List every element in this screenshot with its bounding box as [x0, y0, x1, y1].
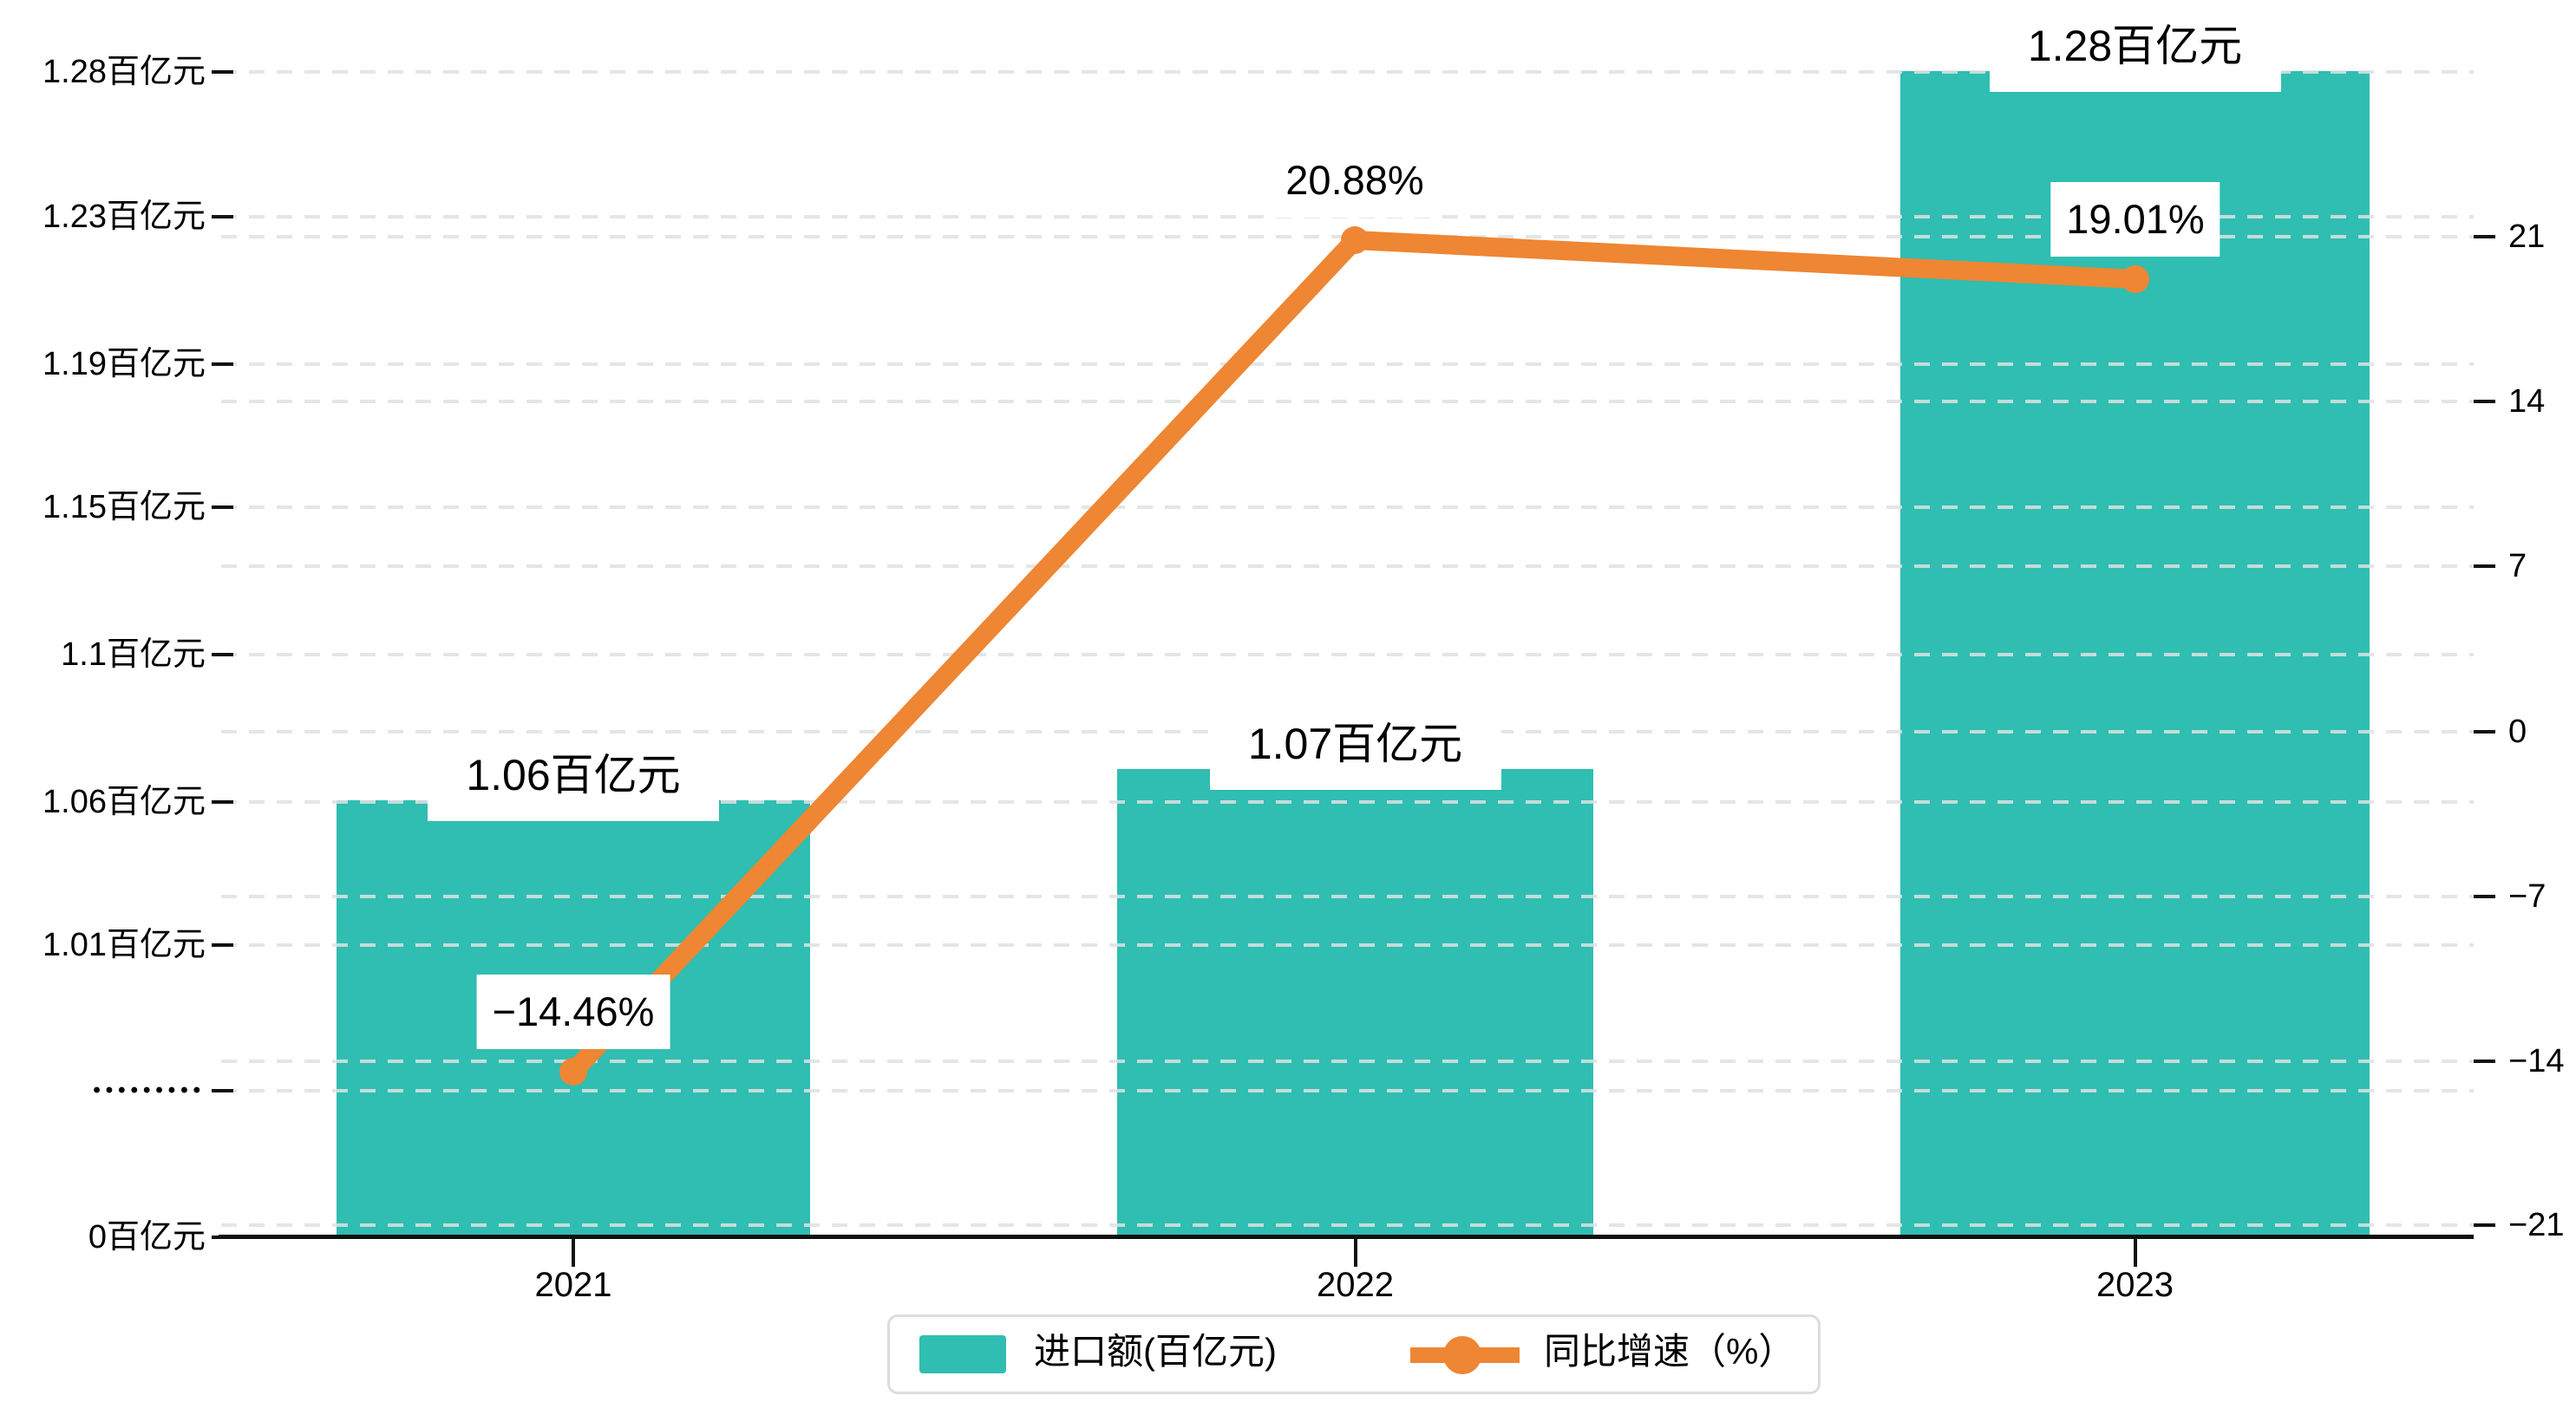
gridline [221, 1223, 2474, 1227]
x-axis-tick-2021 [572, 1237, 575, 1267]
right-axis-tick-label: −7 [2508, 878, 2547, 915]
x-axis-label-2022: 2022 [1317, 1266, 1394, 1304]
gridline [221, 400, 2474, 403]
x-axis-label-2023: 2023 [2096, 1266, 2174, 1304]
line-value-label: −14.46% [476, 975, 670, 1049]
right-axis-tick-label: 14 [2508, 383, 2546, 420]
left-axis-tick [212, 1089, 233, 1092]
gridline [221, 800, 2474, 804]
right-axis-tick-label: −21 [2508, 1207, 2565, 1243]
right-axis-tick [2474, 235, 2495, 238]
left-axis-tick [212, 505, 233, 509]
right-axis-tick [2474, 400, 2495, 403]
gridline [221, 362, 2474, 366]
yoy-growth-point-2021[interactable] [559, 1058, 587, 1086]
left-axis-tick [212, 362, 233, 366]
left-axis-tick-label: 1.1百亿元 [61, 636, 206, 673]
left-axis-tick [212, 1236, 233, 1239]
gridline [221, 505, 2474, 509]
right-axis-tick [2474, 1060, 2495, 1063]
right-axis-tick-label: −14 [2508, 1043, 2565, 1079]
right-axis-tick-label: 7 [2508, 548, 2527, 584]
bar-value-label: 1.28百亿元 [1989, 19, 2281, 92]
left-axis-tick-label: 1.19百亿元 [42, 346, 206, 382]
right-axis-tick-label: 21 [2508, 218, 2546, 255]
gridline [221, 564, 2474, 568]
legend: 进口额(百亿元) 同比增速（%） [887, 1314, 1821, 1394]
left-axis-tick [212, 70, 233, 74]
legend-bar-swatch-icon [919, 1335, 1006, 1373]
bar-value-label-text: 1.07百亿元 [1247, 720, 1463, 768]
gridline [221, 70, 2474, 74]
yoy-growth-point-2023[interactable] [2122, 265, 2149, 293]
bar-value-label-text: 1.28百亿元 [2027, 22, 2243, 70]
gridline [221, 943, 2474, 947]
left-axis-tick [212, 943, 233, 947]
left-axis-tick [212, 215, 233, 218]
left-axis-break-dots: ••••••••• [93, 1079, 206, 1102]
line-value-label: 19.01% [2050, 182, 2220, 257]
gridline [221, 1060, 2474, 1063]
import-amount-bar-2022[interactable] [1117, 769, 1593, 1235]
left-axis-tick-label: 1.01百亿元 [42, 927, 206, 963]
yoy-growth-point-2022[interactable] [1341, 226, 1369, 254]
left-axis-tick [212, 653, 233, 656]
legend-line-dot-icon [1443, 1336, 1481, 1374]
legend-label-import-amount: 进口额(百亿元) [1034, 1331, 1277, 1372]
x-axis-tick-2022 [1353, 1237, 1357, 1267]
legend-line-marker-icon [1410, 1336, 1520, 1374]
right-axis-tick [2474, 564, 2495, 568]
left-axis-tick-label: 1.28百亿元 [42, 54, 206, 90]
legend-label-yoy-growth: 同比增速（%） [1544, 1331, 1795, 1372]
x-axis-label-2021: 2021 [534, 1266, 612, 1304]
left-axis-tick [212, 800, 233, 804]
gridline [221, 1089, 2474, 1092]
bar-value-label-text: 1.06百亿元 [466, 751, 681, 799]
bar-value-label: 1.07百亿元 [1209, 717, 1501, 790]
line-value-label: 20.88% [1270, 143, 1440, 218]
left-axis-tick-label: 1.15百亿元 [42, 489, 206, 525]
x-axis-line [219, 1235, 2474, 1239]
gridline [221, 895, 2474, 898]
x-axis-tick-2023 [2133, 1237, 2137, 1267]
gridline [221, 653, 2474, 656]
right-axis-tick [2474, 895, 2495, 898]
left-axis-tick-label: 1.06百亿元 [42, 784, 206, 820]
right-axis-tick-label: 0 [2508, 714, 2527, 750]
left-axis-tick-label: 1.23百亿元 [42, 199, 206, 235]
right-axis-tick [2474, 1223, 2495, 1227]
bar-value-label: 1.06百亿元 [428, 748, 719, 821]
right-axis-tick [2474, 730, 2495, 734]
left-axis-tick-label: 0百亿元 [88, 1219, 206, 1255]
